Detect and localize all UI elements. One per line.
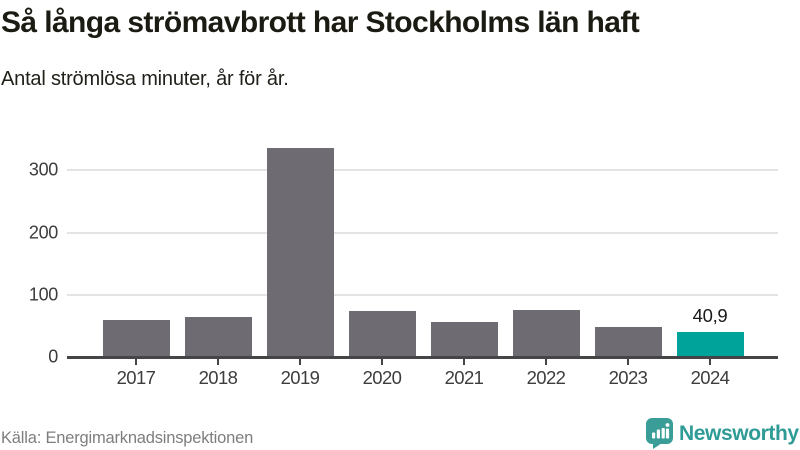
bar-2024 <box>676 331 744 357</box>
x-axis-tick-label: 2019 <box>280 367 320 388</box>
x-axis-tick <box>135 359 137 365</box>
bar-2017 <box>102 319 170 357</box>
x-axis-tick <box>545 359 547 365</box>
chart-title: Så långa strömavbrott har Stockholms län… <box>1 6 640 39</box>
x-axis-tick-label: 2017 <box>116 367 156 388</box>
x-axis-tick <box>627 359 629 365</box>
gridline-200 <box>67 231 778 234</box>
x-axis-line <box>67 356 778 359</box>
x-axis-tick <box>217 359 219 365</box>
x-axis-tick-label: 2018 <box>198 367 238 388</box>
y-axis-tick-label: 200 <box>28 222 58 243</box>
bar-2022 <box>512 309 580 357</box>
bar-chart: 0 100 200 300 2017 2018 2019 2020 2021 2022 2023 20… <box>28 148 778 388</box>
chart-subtitle: Antal strömlösa minuter, år för år. <box>1 68 289 90</box>
x-axis-tick <box>463 359 465 365</box>
x-axis-tick-label: 2021 <box>444 367 484 388</box>
bar-2018 <box>184 316 252 357</box>
brand-logo-link[interactable]: Newsworthy <box>646 417 800 450</box>
x-axis-tick <box>299 359 301 365</box>
y-axis-tick-label: 300 <box>28 159 58 180</box>
gridline-100 <box>67 293 778 296</box>
x-axis-tick <box>709 359 711 365</box>
x-axis-tick-label: 2022 <box>526 367 566 388</box>
bar-2021 <box>430 321 498 357</box>
source-credit: Källa: Energimarknadsinspektionen <box>1 429 254 447</box>
x-axis-tick-label: 2024 <box>690 367 730 388</box>
newsworthy-icon <box>646 418 673 449</box>
y-axis-tick-label: 100 <box>28 284 58 305</box>
bar-2023 <box>594 326 662 357</box>
brand-name: Newsworthy <box>679 421 799 445</box>
bar-2020 <box>348 310 416 357</box>
x-axis-tick <box>381 359 383 365</box>
x-axis-tick-label: 2023 <box>608 367 648 388</box>
y-axis-tick-label: 0 <box>48 346 58 367</box>
highlight-value-label: 40,9 <box>692 304 728 326</box>
gridline-300 <box>67 169 778 172</box>
x-axis-tick-label: 2020 <box>362 367 402 388</box>
bar-2019 <box>266 148 334 357</box>
